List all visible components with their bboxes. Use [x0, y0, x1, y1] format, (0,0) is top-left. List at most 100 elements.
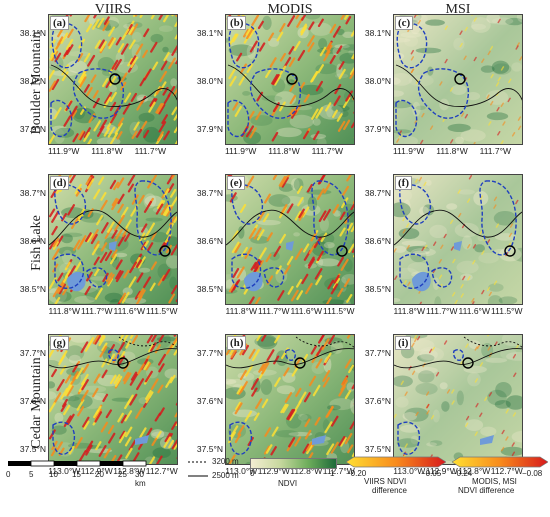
- ndvi-texture: [394, 90, 404, 97]
- ndvi-difference-streak: [415, 411, 419, 417]
- ndvi-difference-streak: [118, 335, 125, 342]
- ndvi-difference-streak: [128, 276, 137, 288]
- ndvi-difference-streak: [87, 54, 96, 67]
- lon-tick-cedar-mountain-modis-0: 113.0°W: [225, 466, 258, 476]
- scale-tick-5: 5: [29, 470, 34, 479]
- ndvi-texture: [311, 361, 326, 375]
- ndvi-difference-streak: [75, 187, 82, 197]
- ndvi-difference-streak: [332, 204, 340, 214]
- ndvi-difference-streak: [258, 211, 265, 221]
- ndvi-difference-streak: [493, 280, 498, 286]
- ndvi-difference-streak: [109, 91, 117, 103]
- ndvi-difference-streak: [351, 383, 354, 390]
- ndvi-difference-streak: [322, 369, 331, 382]
- ndvi-texture: [470, 23, 486, 30]
- ndvi-difference-streak: [102, 20, 110, 32]
- ndvi-difference-streak: [517, 125, 522, 131]
- ndvi-difference-streak: [479, 229, 483, 235]
- ndvi-difference-streak: [300, 23, 308, 34]
- ndvi-difference-streak: [440, 244, 444, 250]
- ndvi-difference-streak: [121, 291, 130, 304]
- burn-area-outline: [397, 421, 421, 455]
- ndvi-difference-streak: [301, 273, 309, 285]
- ndvi-difference-streak: [493, 204, 497, 209]
- ndvi-difference-streak: [102, 393, 109, 403]
- ndvi-difference-streak: [164, 432, 172, 443]
- ndvi-difference-streak: [111, 197, 118, 207]
- lat-tick-boulder-mountain-msi-1: 38.0°N: [364, 76, 391, 86]
- ndvi-difference-streak: [241, 344, 249, 356]
- lat-tick-boulder-mountain-modis-1: 38.0°N: [196, 76, 223, 86]
- ndvi-difference-streak: [107, 353, 116, 366]
- site-marker-circle: [117, 357, 129, 369]
- ndvi-difference-streak: [404, 443, 408, 448]
- ndvi-texture: [67, 60, 87, 73]
- lon-tick-fish-lake-modis-0: 111.8°W: [225, 306, 257, 316]
- ndvi-difference-streak: [173, 442, 177, 450]
- ndvi-difference-streak: [99, 41, 107, 52]
- ndvi-texture: [394, 37, 411, 43]
- ndvi-difference-streak: [297, 49, 306, 62]
- ndvi-difference-streak: [254, 296, 261, 304]
- ndvi-difference-streak: [228, 33, 237, 46]
- lon-tick-cedar-mountain-modis-3: 112.7°W: [322, 466, 355, 476]
- ndvi-difference-streak: [54, 296, 61, 304]
- map-raster: [226, 175, 354, 304]
- ndvi-texture: [138, 112, 155, 123]
- ndvi-difference-streak: [273, 245, 282, 257]
- ndvi-difference-streak: [117, 214, 125, 226]
- ndvi-difference-streak: [497, 76, 501, 82]
- ndvi-difference-streak: [163, 51, 170, 62]
- ndvi-difference-streak: [344, 15, 349, 20]
- burn-area-outline: [51, 22, 83, 69]
- ndvi-texture: [429, 440, 443, 446]
- ndvi-difference-streak: [294, 210, 302, 221]
- ndvi-difference-streak: [93, 373, 101, 384]
- ndvi-texture: [446, 203, 458, 210]
- ndvi-difference-streak: [481, 289, 485, 295]
- ndvi-difference-streak: [60, 403, 67, 412]
- ndvi-difference-streak: [438, 274, 443, 280]
- ndvi-difference-streak: [271, 131, 279, 142]
- ndvi-texture: [49, 381, 56, 389]
- ndvi-difference-streak: [425, 391, 430, 396]
- ndvi-difference-streak: [114, 375, 123, 387]
- ndvi-difference-streak: [79, 235, 87, 245]
- ndvi-difference-streak: [115, 228, 123, 240]
- ndvi-difference-streak: [163, 130, 170, 141]
- ndvi-difference-streak: [454, 299, 458, 304]
- ndvi-texture: [399, 424, 421, 433]
- ndvi-difference-streak: [165, 376, 173, 388]
- ndvi-difference-streak: [124, 410, 133, 422]
- ndvi-texture: [327, 404, 341, 411]
- ndvi-difference-streak: [265, 253, 272, 263]
- ndvi-difference-streak: [500, 140, 504, 144]
- ndvi-difference-streak: [85, 86, 93, 98]
- ndvi-difference-streak: [307, 258, 316, 269]
- ndvi-difference-streak: [280, 204, 288, 215]
- lat-tick-boulder-mountain-1: 38.0°N: [19, 76, 46, 86]
- ndvi-difference-streak: [323, 50, 331, 62]
- ndvi-texture: [291, 178, 300, 191]
- lat-tick-cedar-mountain-1: 37.6°N: [19, 396, 46, 406]
- ndvi-difference-streak: [463, 55, 467, 61]
- ndvi-difference-streak: [146, 335, 154, 344]
- ndvi-texture: [97, 57, 115, 72]
- site-marker-circle: [159, 245, 171, 257]
- ndvi-texture: [447, 123, 471, 132]
- ndvi-texture: [491, 60, 510, 74]
- ndvi-difference-streak: [346, 175, 352, 182]
- lon-tick-fish-lake-msi-3: 111.5°W: [491, 306, 523, 316]
- lon-tick-cedar-mountain-modis-1: 112.9°W: [257, 466, 290, 476]
- map-panel-boulder-mountain-msi: (c): [393, 14, 523, 145]
- ndvi-difference-streak: [145, 362, 152, 371]
- ndvi-difference-streak: [136, 98, 145, 111]
- ndvi-difference-streak: [424, 244, 428, 250]
- ndvi-difference-streak: [97, 17, 105, 28]
- ndvi-difference-streak: [517, 116, 522, 121]
- ndvi-difference-streak: [338, 385, 346, 397]
- ndvi-texture: [451, 84, 467, 96]
- ndvi-texture: [439, 382, 448, 390]
- ndvi-difference-streak: [486, 286, 491, 292]
- ndvi-texture: [145, 217, 163, 222]
